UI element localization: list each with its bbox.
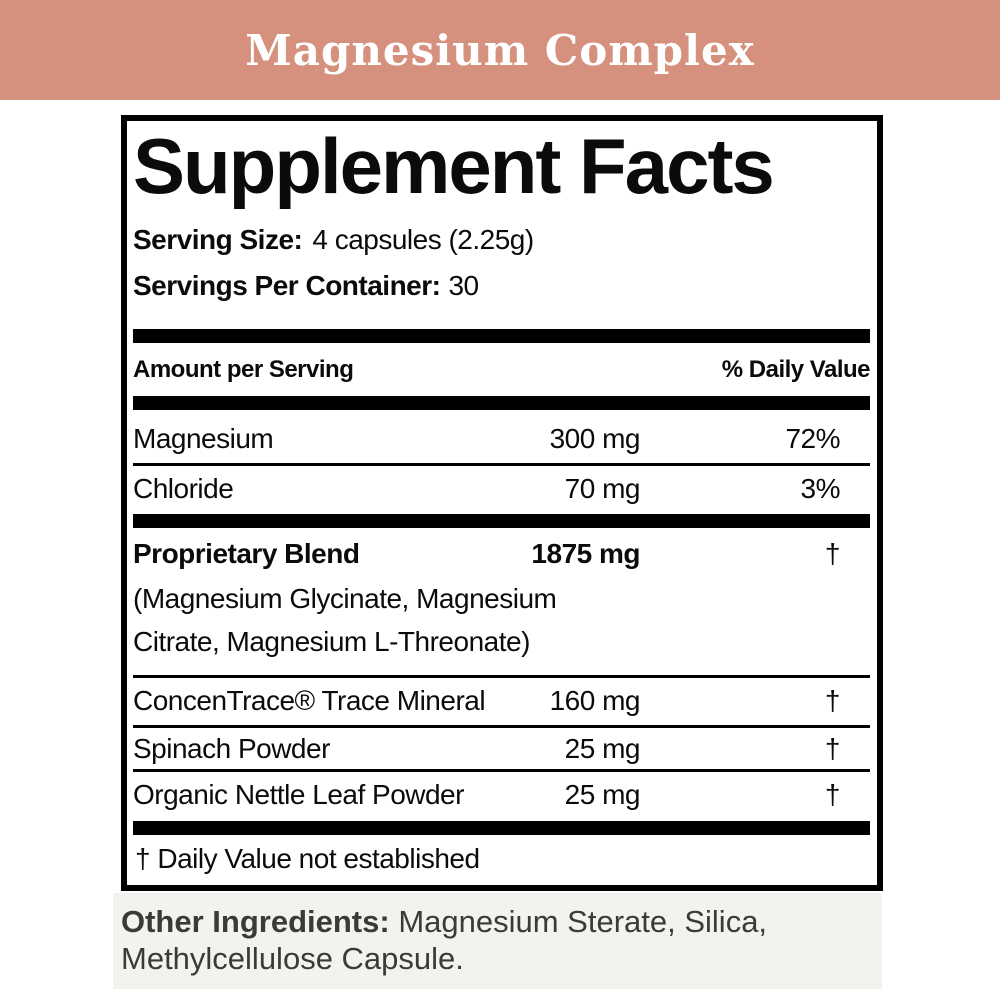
thick-bar bbox=[133, 329, 870, 343]
daily-value-header: % Daily Value bbox=[721, 356, 871, 383]
ingredient-row: Organic Nettle Leaf Powder 25 mg † bbox=[133, 772, 870, 821]
ingredient-row: Chloride 70 mg 3% bbox=[133, 466, 870, 514]
other-ingredients-section: Other Ingredients: Magnesium Sterate, Si… bbox=[113, 893, 882, 989]
ingredient-name: ConcenTrace® Trace Mineral bbox=[133, 685, 486, 716]
row-divider bbox=[133, 675, 870, 678]
ingredient-amount: 1875 mg bbox=[531, 538, 640, 569]
ingredient-daily-value: 3% bbox=[800, 473, 841, 504]
ingredient-amount: 300 mg bbox=[549, 423, 641, 454]
columns-header: Amount per Serving % Daily Value bbox=[133, 343, 871, 396]
ingredient-name: Spinach Powder bbox=[133, 733, 330, 764]
ingredient-name: Proprietary Blend bbox=[133, 538, 360, 569]
ingredient-daily-value: † bbox=[824, 685, 841, 716]
ingredient-row: Proprietary Blend 1875 mg † (Magnesium G… bbox=[133, 528, 870, 675]
serving-size-line: Serving Size: 4 capsules (2.25g) bbox=[133, 223, 870, 257]
ingredient-name: Organic Nettle Leaf Powder bbox=[133, 779, 464, 810]
facts-rows: Magnesium 300 mg 72% Chloride 70 mg 3% P… bbox=[133, 410, 870, 835]
daily-value-footnote: † Daily Value not established bbox=[135, 843, 480, 874]
servings-per-container-label: Servings Per Container: bbox=[133, 270, 441, 301]
product-banner: Magnesium Complex bbox=[0, 0, 1000, 100]
serving-size-label: Serving Size: bbox=[133, 224, 303, 255]
serving-size-value: 4 capsules (2.25g) bbox=[312, 224, 534, 255]
thick-bar bbox=[133, 821, 870, 835]
other-ingredients-value: Magnesium Sterate, Silica, Methylcellulo… bbox=[121, 904, 768, 976]
facts-title: Supplement Facts bbox=[133, 122, 775, 210]
thick-bar bbox=[133, 396, 870, 410]
other-ingredients-label: Other Ingredients: bbox=[121, 904, 390, 939]
ingredient-name: Magnesium bbox=[133, 423, 274, 454]
servings-per-container-line: Servings Per Container: 30 bbox=[133, 269, 870, 303]
ingredient-amount: 70 mg bbox=[564, 473, 641, 504]
ingredient-row: ConcenTrace® Trace Mineral 160 mg † bbox=[133, 678, 870, 725]
ingredient-amount: 25 mg bbox=[564, 733, 641, 764]
product-title: Magnesium Complex bbox=[245, 25, 755, 75]
ingredient-daily-value: 72% bbox=[785, 423, 840, 454]
ingredient-daily-value: † bbox=[824, 779, 841, 810]
amount-per-serving-header: Amount per Serving bbox=[133, 356, 354, 383]
ingredient-amount: 160 mg bbox=[549, 685, 641, 716]
supplement-facts-panel: Supplement Facts Serving Size: 4 capsules… bbox=[121, 115, 883, 891]
ingredient-row: Magnesium 300 mg 72% bbox=[133, 410, 870, 463]
row-divider bbox=[133, 463, 870, 466]
thick-bar bbox=[133, 514, 870, 528]
ingredient-amount: 25 mg bbox=[564, 779, 641, 810]
other-ingredients-text: Other Ingredients: Magnesium Sterate, Si… bbox=[121, 903, 861, 977]
ingredient-sub-text: (Magnesium Glycinate, Magnesium Citrate, … bbox=[133, 583, 557, 657]
servings-per-container-value: 30 bbox=[448, 270, 479, 301]
row-divider bbox=[133, 769, 870, 772]
ingredient-daily-value: † bbox=[824, 538, 841, 569]
ingredient-row: Spinach Powder 25 mg † bbox=[133, 728, 870, 769]
row-divider bbox=[133, 725, 870, 728]
ingredient-name: Chloride bbox=[133, 473, 234, 504]
ingredient-daily-value: † bbox=[824, 733, 841, 764]
